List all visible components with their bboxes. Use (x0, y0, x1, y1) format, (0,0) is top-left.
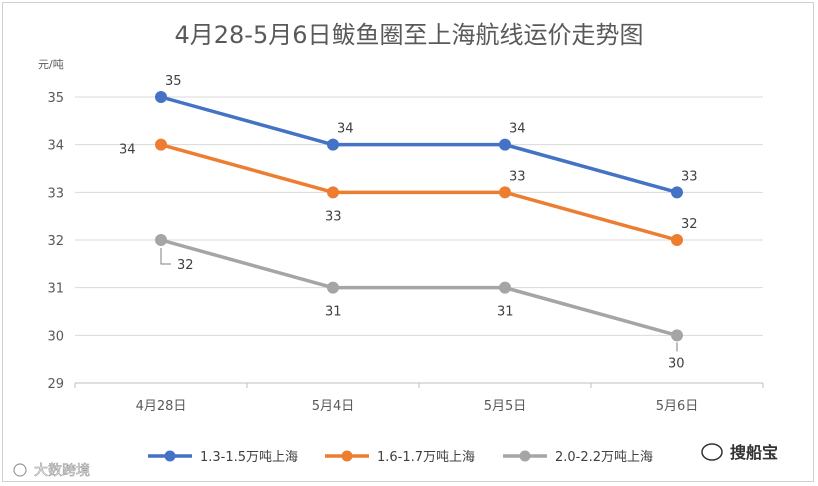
series-line (159, 142, 679, 242)
legend-swatch-marker (519, 450, 531, 462)
data-point (327, 281, 339, 294)
x-tick-labels: 4月28日 5月4日 5月5日 5月6日 (136, 399, 699, 414)
grid-lines (74, 96, 764, 388)
data-point (327, 138, 339, 151)
y-tick-labels: 29 30 31 32 33 34 35 (47, 91, 64, 392)
data-point (499, 186, 511, 199)
data-point (671, 234, 683, 246)
watermark-right-text: 搜船宝 (730, 443, 778, 462)
data-label: 32 (681, 217, 698, 232)
wechat-icon (13, 463, 27, 477)
y-tick-label: 30 (47, 329, 64, 344)
watermark-right: 搜船宝 (701, 443, 778, 462)
data-label: 34 (119, 143, 136, 158)
y-tick-label: 32 (47, 234, 64, 249)
data-label: 34 (337, 122, 354, 137)
y-axis-unit: 元/吨 (38, 58, 64, 71)
series-2: 34 33 33 32 (119, 138, 698, 246)
series-1: 35 34 34 33 (155, 74, 698, 199)
watermark-left-text: 大数跨境 (34, 463, 90, 479)
data-label: 33 (325, 209, 342, 224)
data-label: 31 (497, 305, 514, 320)
wechat-icon (701, 443, 723, 461)
chart-title: 4月28-5月6日鲅鱼圈至上海航线运价走势图 (174, 21, 643, 49)
series-line (159, 95, 679, 195)
data-point (155, 138, 167, 151)
y-tick-label: 33 (47, 186, 64, 201)
watermark-left: 大数跨境 (13, 463, 90, 479)
series-line (159, 238, 679, 338)
legend-item: 1.3-1.5万吨上海 (148, 450, 298, 465)
data-label: 33 (681, 169, 698, 184)
y-tick-label: 29 (47, 377, 64, 392)
x-tick-label: 5月4日 (312, 399, 355, 414)
legend-label: 1.3-1.5万吨上海 (200, 450, 298, 465)
data-label: 34 (509, 122, 526, 137)
legend: 1.3-1.5万吨上海 1.6-1.7万吨上海 2.0-2.2万吨上海 (148, 450, 653, 465)
data-point (499, 138, 511, 151)
x-tick-label: 4月28日 (136, 399, 187, 414)
data-label: 30 (668, 356, 685, 371)
data-point (671, 329, 683, 342)
y-tick-label: 31 (47, 282, 64, 297)
data-label: 32 (177, 258, 194, 273)
series-group: 35 34 34 33 34 33 33 32 32 31 31 30 (119, 74, 698, 371)
y-tick-label: 35 (47, 91, 64, 106)
legend-swatch-marker (164, 450, 176, 462)
data-point (155, 234, 167, 246)
legend-swatch-marker (341, 450, 353, 462)
data-point (671, 186, 683, 199)
data-label: 35 (165, 74, 182, 89)
label-leader-line (160, 248, 171, 265)
series-3: 32 31 31 30 (155, 234, 685, 371)
legend-item: 2.0-2.2万吨上海 (503, 450, 653, 465)
data-label: 31 (325, 305, 342, 320)
legend-item: 1.6-1.7万吨上海 (325, 450, 475, 465)
x-tick-label: 5月6日 (656, 399, 699, 414)
data-point (155, 91, 167, 103)
legend-label: 2.0-2.2万吨上海 (555, 450, 653, 465)
x-tick-label: 5月5日 (484, 399, 527, 414)
data-point (499, 281, 511, 294)
data-label: 33 (509, 169, 526, 184)
legend-label: 1.6-1.7万吨上海 (377, 450, 475, 465)
data-point (327, 186, 339, 199)
y-tick-label: 34 (47, 139, 64, 154)
